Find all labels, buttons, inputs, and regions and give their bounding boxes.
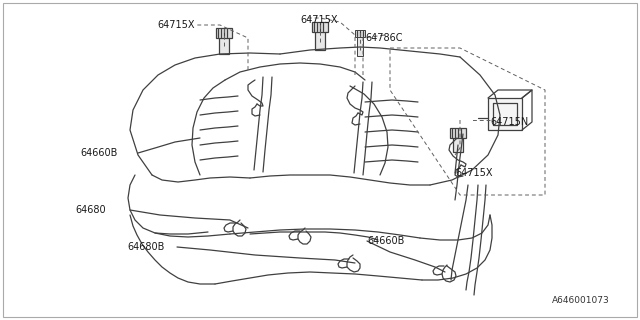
Bar xyxy=(453,136,463,152)
Text: 64715X: 64715X xyxy=(300,15,337,25)
Text: 64786C: 64786C xyxy=(365,33,403,43)
Text: A646001073: A646001073 xyxy=(552,296,610,305)
Text: 64680B: 64680B xyxy=(127,242,164,252)
Text: 64660B: 64660B xyxy=(367,236,404,246)
Bar xyxy=(355,30,365,37)
Bar xyxy=(219,36,229,54)
Bar xyxy=(312,22,328,32)
Bar xyxy=(488,98,522,130)
Text: 64715X: 64715X xyxy=(455,168,493,178)
Text: 64715X: 64715X xyxy=(157,20,195,30)
Bar xyxy=(450,128,466,138)
Bar xyxy=(357,36,363,56)
Text: 64715N: 64715N xyxy=(490,117,528,127)
Text: 64660B: 64660B xyxy=(80,148,117,158)
Bar xyxy=(315,30,325,50)
Text: 64680: 64680 xyxy=(75,205,106,215)
Bar xyxy=(216,28,232,38)
